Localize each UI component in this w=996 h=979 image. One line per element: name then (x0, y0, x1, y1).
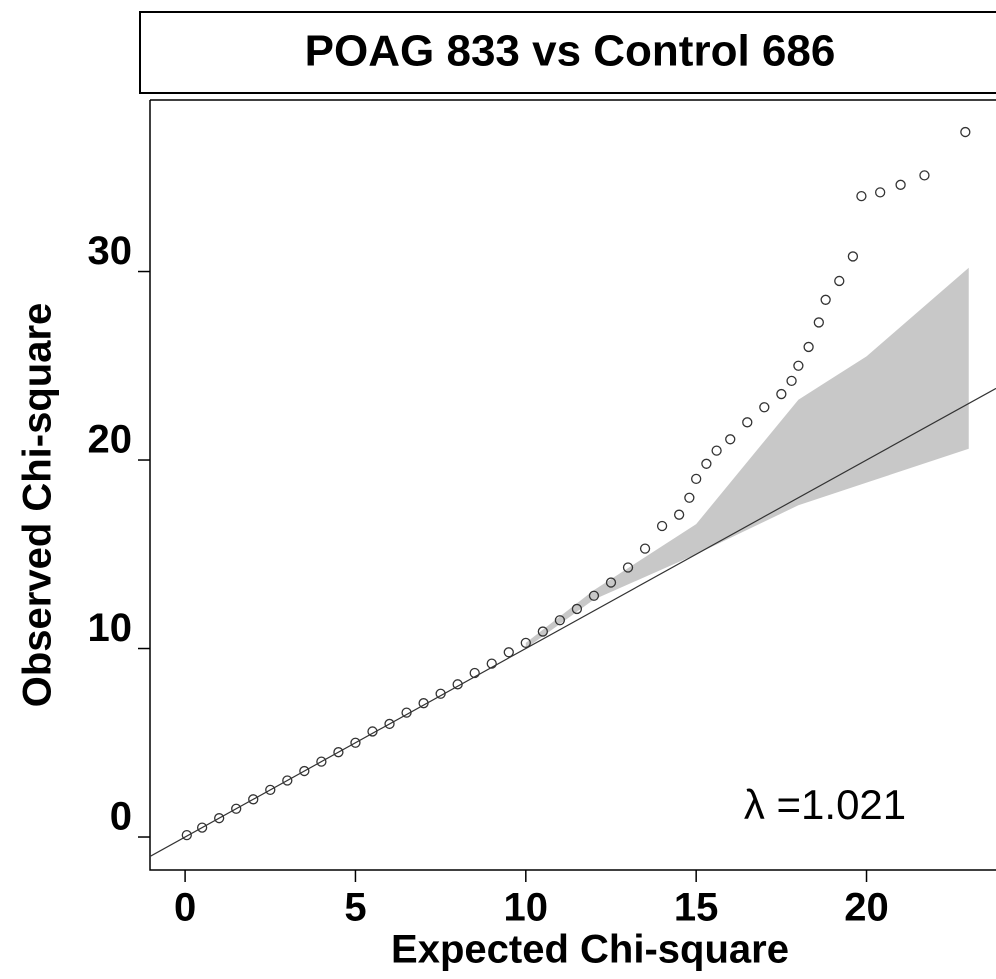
point (960, 126, 971, 138)
point (282, 775, 293, 786)
point (196, 822, 208, 833)
y-tick-label: 0 (110, 795, 132, 839)
point (759, 402, 770, 413)
y-axis-label: Observed Chi-square (16, 303, 60, 708)
x-axis-label: Expected Chi-square (391, 928, 789, 972)
point (469, 667, 480, 679)
point (520, 637, 531, 649)
y-tick-label: 20 (88, 418, 133, 462)
point (895, 179, 906, 190)
x-tick-label: 10 (504, 886, 549, 930)
point (711, 445, 722, 456)
point (231, 803, 242, 814)
point (673, 509, 685, 520)
point (452, 679, 463, 690)
point (793, 360, 804, 371)
point (605, 577, 617, 588)
point (316, 756, 327, 767)
point (588, 590, 600, 601)
point (813, 317, 824, 328)
point (803, 341, 814, 353)
point (639, 543, 651, 554)
point (725, 434, 736, 445)
plot-frame (149, 99, 996, 871)
lambda-annotation: λ =1.021 (744, 781, 906, 828)
x-tick-label: 20 (844, 886, 889, 930)
x-tick-label: 0 (174, 886, 196, 930)
point (571, 603, 583, 615)
title-box (139, 11, 996, 94)
point (333, 747, 344, 758)
point (776, 388, 787, 400)
point (875, 187, 886, 198)
point (537, 626, 548, 637)
point (181, 829, 192, 841)
point (554, 615, 566, 626)
point (299, 765, 310, 777)
point (701, 458, 712, 469)
x-tick-label: 15 (674, 886, 719, 930)
point (786, 375, 797, 387)
point (367, 726, 378, 737)
point (248, 794, 259, 805)
point (847, 251, 859, 262)
point (684, 492, 695, 503)
point (919, 170, 930, 181)
point (418, 698, 429, 709)
y-tick-label: 10 (88, 606, 133, 650)
point (622, 562, 634, 573)
point (834, 275, 845, 287)
point (265, 784, 276, 796)
point (384, 718, 395, 730)
point (742, 417, 753, 428)
y-tick-label: 30 (88, 229, 133, 273)
point (503, 647, 514, 658)
point (435, 688, 446, 699)
chart-title: POAG 833 vs Control 686 (305, 27, 836, 76)
confidence-band (525, 267, 969, 649)
point (856, 190, 867, 202)
x-tick-label: 5 (344, 886, 366, 930)
point (401, 707, 412, 718)
point (820, 294, 831, 305)
point (486, 658, 497, 669)
point (350, 737, 361, 748)
point (656, 520, 668, 532)
point (214, 813, 225, 824)
point (691, 473, 702, 485)
